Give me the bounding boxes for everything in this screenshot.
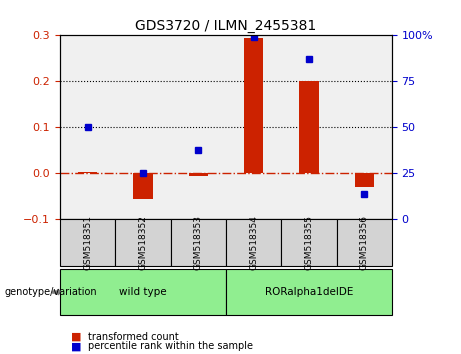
Text: ■: ■	[71, 341, 82, 351]
Bar	[244, 38, 263, 173]
Text: GSM518355: GSM518355	[304, 215, 313, 270]
Text: RORalpha1delDE: RORalpha1delDE	[265, 287, 353, 297]
Text: GSM518356: GSM518356	[360, 215, 369, 270]
Bar	[78, 172, 97, 173]
Bar	[299, 81, 319, 173]
Title: GDS3720 / ILMN_2455381: GDS3720 / ILMN_2455381	[135, 19, 317, 33]
Bar	[189, 173, 208, 176]
Text: percentile rank within the sample: percentile rank within the sample	[88, 341, 253, 351]
Text: GSM518354: GSM518354	[249, 215, 258, 270]
Text: GSM518351: GSM518351	[83, 215, 92, 270]
Text: wild type: wild type	[119, 287, 167, 297]
Text: GSM518352: GSM518352	[138, 215, 148, 270]
Text: transformed count: transformed count	[88, 332, 178, 342]
Text: ■: ■	[71, 332, 82, 342]
Text: GSM518353: GSM518353	[194, 215, 203, 270]
Bar	[355, 173, 374, 187]
Bar	[133, 173, 153, 199]
Text: genotype/variation: genotype/variation	[5, 287, 97, 297]
